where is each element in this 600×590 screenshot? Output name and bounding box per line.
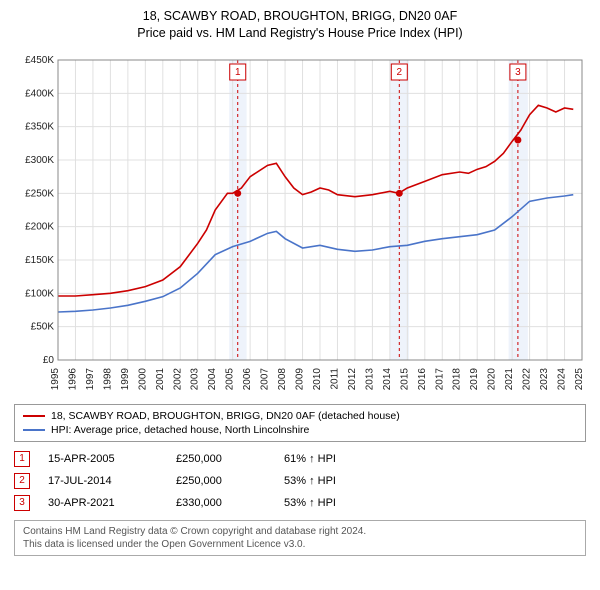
svg-text:2018: 2018	[452, 367, 463, 390]
svg-text:2006: 2006	[242, 367, 253, 390]
svg-text:2004: 2004	[207, 367, 218, 390]
svg-text:1998: 1998	[102, 367, 113, 390]
svg-text:£350K: £350K	[25, 121, 54, 132]
svg-text:1: 1	[235, 67, 241, 78]
svg-text:2012: 2012	[347, 367, 358, 390]
event-price: £330,000	[176, 497, 266, 509]
svg-text:2007: 2007	[260, 367, 271, 390]
svg-text:2014: 2014	[382, 367, 393, 390]
svg-text:2005: 2005	[225, 367, 236, 390]
svg-text:2013: 2013	[364, 367, 375, 390]
legend-item: 18, SCAWBY ROAD, BROUGHTON, BRIGG, DN20 …	[23, 409, 577, 423]
event-hpi: 53% ↑ HPI	[284, 475, 336, 487]
event-badge: 3	[14, 495, 30, 511]
svg-text:2: 2	[397, 67, 403, 78]
chart-svg: £0 £50K £100K £150K £200K £250K £300K £350K £400…	[10, 48, 590, 398]
event-price: £250,000	[176, 453, 266, 465]
svg-text:2023: 2023	[539, 367, 550, 390]
svg-text:2021: 2021	[504, 367, 515, 390]
event-date: 17-JUL-2014	[48, 475, 158, 487]
svg-text:2017: 2017	[434, 367, 445, 390]
title-block: 18, SCAWBY ROAD, BROUGHTON, BRIGG, DN20 …	[10, 8, 590, 42]
event-hpi: 61% ↑ HPI	[284, 453, 336, 465]
svg-text:£300K: £300K	[25, 155, 54, 166]
legend-label: HPI: Average price, detached house, Nort…	[51, 424, 309, 436]
title-line1: 18, SCAWBY ROAD, BROUGHTON, BRIGG, DN20 …	[10, 8, 590, 25]
svg-text:3: 3	[515, 67, 521, 78]
svg-text:2000: 2000	[137, 367, 148, 390]
svg-text:2024: 2024	[557, 367, 568, 390]
event-price: £250,000	[176, 475, 266, 487]
event-row: 1 15-APR-2005 £250,000 61% ↑ HPI	[14, 448, 586, 470]
svg-text:£450K: £450K	[25, 55, 54, 66]
svg-text:1997: 1997	[85, 367, 96, 390]
event-badge: 2	[14, 473, 30, 489]
event-row: 3 30-APR-2021 £330,000 53% ↑ HPI	[14, 492, 586, 514]
svg-text:£200K: £200K	[25, 221, 54, 232]
svg-text:2011: 2011	[329, 367, 340, 389]
event-date: 30-APR-2021	[48, 497, 158, 509]
svg-text:2022: 2022	[522, 367, 533, 390]
svg-text:2020: 2020	[487, 367, 498, 390]
legend-item: HPI: Average price, detached house, Nort…	[23, 423, 577, 437]
svg-text:2016: 2016	[417, 367, 428, 390]
event-hpi: 53% ↑ HPI	[284, 497, 336, 509]
legend-label: 18, SCAWBY ROAD, BROUGHTON, BRIGG, DN20 …	[51, 410, 400, 422]
svg-text:2019: 2019	[469, 367, 480, 390]
license-footer: Contains HM Land Registry data © Crown c…	[14, 520, 586, 556]
svg-text:£150K: £150K	[25, 255, 54, 266]
event-row: 2 17-JUL-2014 £250,000 53% ↑ HPI	[14, 470, 586, 492]
svg-text:£250K: £250K	[25, 188, 54, 199]
svg-text:1996: 1996	[67, 367, 78, 390]
svg-text:1995: 1995	[50, 367, 61, 390]
legend-swatch	[23, 429, 45, 431]
figure-container: 18, SCAWBY ROAD, BROUGHTON, BRIGG, DN20 …	[0, 0, 600, 562]
svg-text:£100K: £100K	[25, 288, 54, 299]
legend: 18, SCAWBY ROAD, BROUGHTON, BRIGG, DN20 …	[14, 404, 586, 442]
svg-text:2015: 2015	[399, 367, 410, 390]
event-badge: 1	[14, 451, 30, 467]
svg-text:2010: 2010	[312, 367, 323, 390]
svg-text:2009: 2009	[295, 367, 306, 390]
chart-area: £0 £50K £100K £150K £200K £250K £300K £350K £400…	[10, 48, 590, 398]
footer-line2: This data is licensed under the Open Gov…	[23, 538, 577, 551]
svg-text:£400K: £400K	[25, 88, 54, 99]
svg-text:2008: 2008	[277, 367, 288, 390]
svg-text:£0: £0	[43, 355, 55, 366]
svg-text:1999: 1999	[120, 367, 131, 390]
events-table: 1 15-APR-2005 £250,000 61% ↑ HPI 2 17-JUL-201…	[14, 448, 586, 514]
svg-text:£50K: £50K	[31, 321, 55, 332]
svg-text:2003: 2003	[190, 367, 201, 390]
svg-text:2025: 2025	[574, 367, 585, 390]
svg-text:2002: 2002	[172, 367, 183, 390]
svg-text:2001: 2001	[155, 367, 166, 390]
footer-line1: Contains HM Land Registry data © Crown c…	[23, 525, 577, 538]
title-line2: Price paid vs. HM Land Registry's House …	[10, 25, 590, 42]
legend-swatch	[23, 415, 45, 417]
event-date: 15-APR-2005	[48, 453, 158, 465]
